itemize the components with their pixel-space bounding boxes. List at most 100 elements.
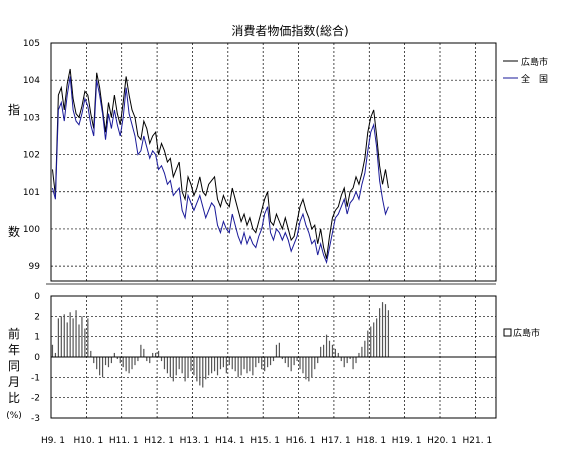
yoy-bar <box>51 344 54 357</box>
yoy-bar <box>387 310 390 357</box>
yoy-bar <box>187 357 189 378</box>
series-line <box>51 68 389 259</box>
cpi-index-gridlines <box>51 43 496 281</box>
yoy-bar <box>66 322 68 357</box>
y-tick-label: 102 <box>23 151 40 161</box>
yoy-bar <box>323 344 325 357</box>
cpi-index-y-axis-label: 指数 <box>8 102 20 239</box>
yoy-bar <box>193 357 195 376</box>
yoy-bar <box>290 357 292 372</box>
yoy-bar <box>269 357 272 366</box>
yoy-bar <box>199 357 201 386</box>
yoy-bar <box>157 350 160 357</box>
yoy-bar <box>343 357 345 368</box>
y-axis-label-char: 前 <box>8 326 20 341</box>
yoy-bar <box>381 302 384 357</box>
yoy-bar <box>54 352 57 357</box>
y-tick-label: 103 <box>23 113 40 123</box>
yoy-bar <box>69 312 71 357</box>
x-tick-label: H17. 1 <box>321 436 351 446</box>
yoy-bar <box>231 357 233 370</box>
cpi-index-lines <box>51 68 389 265</box>
yoy-bar <box>278 342 280 357</box>
x-tick-label: H11. 1 <box>109 436 139 446</box>
yoy-bar <box>146 357 148 362</box>
y-tick-label-top: 0 <box>34 292 40 302</box>
y-tick-label: 1 <box>34 333 40 343</box>
yoy-bar <box>75 310 77 357</box>
y-axis-label-char: 比 <box>8 391 20 405</box>
yoy-bar <box>299 357 301 370</box>
yoy-bar <box>261 357 263 370</box>
yoy-bar <box>78 324 80 357</box>
x-tick-label: H13. 1 <box>180 436 210 446</box>
y-tick-label: -1 <box>31 373 40 383</box>
yoy-bar <box>190 357 192 372</box>
yoy-bar <box>252 357 254 376</box>
yoy-bar <box>358 352 360 357</box>
yoy-bar <box>149 357 151 364</box>
y-tick-label: 101 <box>23 188 40 198</box>
yoy-bar <box>143 348 145 357</box>
yoy-bar <box>384 304 387 357</box>
yoy-bar <box>264 357 266 372</box>
yoy-bar <box>340 357 342 362</box>
y-axis-label-char: 指 <box>8 102 20 117</box>
yoy-bar <box>202 357 204 388</box>
yoy-bar <box>205 357 207 380</box>
yoy-bar <box>325 334 328 357</box>
legend-label: 広島市 <box>521 56 548 68</box>
yoy-bar <box>213 357 216 372</box>
yoy-bar <box>119 357 121 364</box>
cpi-index-frame <box>46 42 497 285</box>
yoy-bar <box>184 357 186 382</box>
yoy-bar <box>246 357 248 374</box>
yoy-bar <box>87 318 89 357</box>
yoy-bar <box>208 357 210 376</box>
yoy-bar <box>137 357 139 362</box>
y-tick-label: 2 <box>34 312 40 322</box>
yoy-bar <box>84 328 86 357</box>
x-tick-label: H9. 1 <box>41 436 65 446</box>
yoy-bar <box>237 357 239 378</box>
yoy-bar <box>178 357 180 370</box>
x-tick-label: H20. 1 <box>427 436 457 446</box>
yoy-bar <box>287 357 289 368</box>
yoy-bar <box>317 357 319 364</box>
yoy-bar <box>175 357 177 376</box>
yoy-bar <box>57 318 59 357</box>
yoy-bar <box>128 357 130 374</box>
y-axis-label-char: 数 <box>8 224 20 239</box>
x-tick-label: H16. 1 <box>286 436 316 446</box>
yoy-bar <box>96 357 98 370</box>
yoy-bar <box>267 357 269 368</box>
series-line <box>51 76 389 265</box>
yoy-bar <box>116 357 118 360</box>
yoy-bar <box>122 357 124 368</box>
yoy-bar <box>104 357 107 366</box>
yoy-bar <box>72 318 74 357</box>
yoy-bar <box>140 344 142 357</box>
yoy-bar <box>234 357 236 372</box>
yoy-bar <box>101 357 104 378</box>
yoy-change-frame <box>50 295 497 419</box>
yoy-bar <box>328 340 331 357</box>
yoy-bar <box>222 357 224 368</box>
cpi-index-y-tick-labels: 99 100 101 102 103 104 105 <box>23 39 40 272</box>
yoy-bar <box>63 314 65 357</box>
y-tick-label: 99 <box>29 262 41 272</box>
yoy-bar <box>169 357 171 378</box>
yoy-bar <box>134 357 136 366</box>
yoy-bar <box>308 357 310 382</box>
yoy-bar <box>152 352 154 357</box>
yoy-change-y-tick-labels: -3 -2 -1 0 1 2 0 <box>31 292 40 424</box>
y-tick-label: -2 <box>31 394 40 404</box>
yoy-bar <box>131 357 133 370</box>
x-tick-label: H21. 1 <box>463 436 493 446</box>
yoy-bar <box>243 357 245 370</box>
yoy-bar <box>255 357 257 368</box>
legend-label: 広島市 <box>513 327 540 339</box>
yoy-bar <box>107 357 110 368</box>
